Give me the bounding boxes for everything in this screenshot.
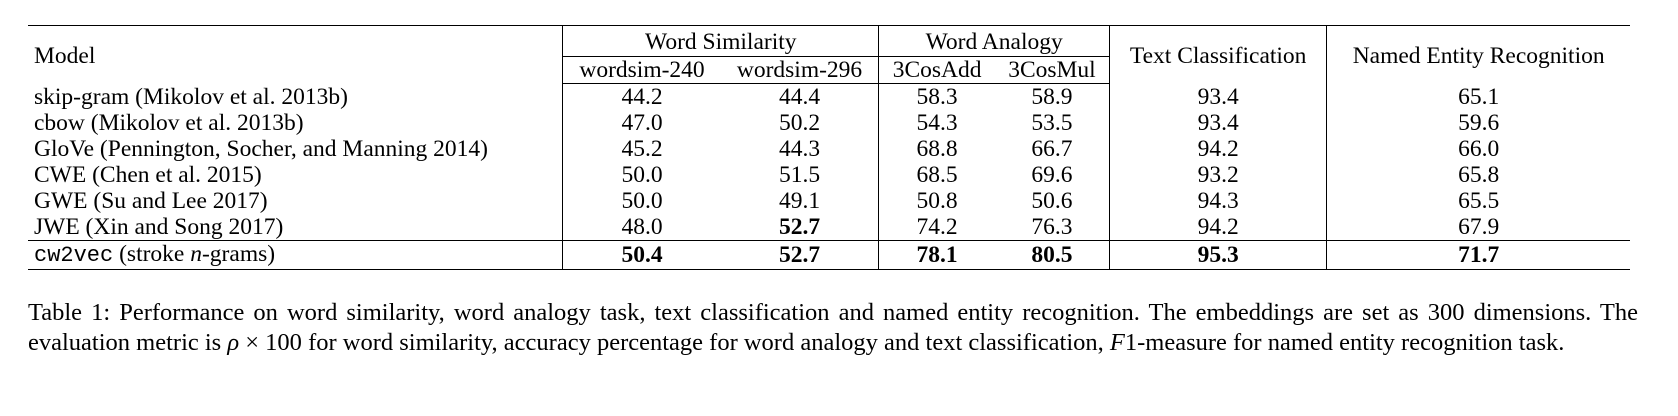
cell-ner: 71.7	[1326, 240, 1630, 270]
cell-text-classification: 94.2	[1109, 136, 1328, 162]
cell-ws240: 50.0	[621, 188, 663, 214]
cell-ws240: 48.0	[621, 214, 663, 240]
table-row: JWE (Xin and Song 2017) 48.0 52.7 74.2 7…	[28, 214, 1630, 241]
header-3cosadd: 3CosAdd	[878, 56, 995, 84]
model-desc-n: n	[190, 241, 202, 267]
results-table: Model Word Similarity Word Analogy Text …	[28, 25, 1630, 270]
cell-ws296: 52.7	[720, 240, 880, 270]
table-row: GloVe (Pennington, Socher, and Manning 2…	[28, 136, 1630, 162]
cell-3cosmul: 76.3	[994, 214, 1111, 241]
cell-ws240: 44.2	[621, 84, 663, 110]
table-row: CWE (Chen et al. 2015) 50.0 51.5 68.5 69…	[28, 162, 1630, 188]
model-code-name: cw2vec	[34, 243, 114, 268]
header-model: Model	[28, 25, 564, 84]
cell-text-classification: 93.2	[1109, 162, 1328, 188]
cell-ws240: 50.0	[621, 162, 663, 188]
table-row: skip-gram (Mikolov et al. 2013b) 44.2 44…	[28, 83, 1630, 110]
cell-ner: 59.6	[1458, 110, 1500, 136]
caption-rho: ρ	[227, 329, 240, 356]
cell-ws296: 51.5	[720, 162, 880, 188]
cell-model: GWE (Su and Lee 2017)	[28, 188, 564, 214]
cell-3cosadd: 68.5	[916, 162, 958, 188]
cell-text-classification: 95.3	[1109, 240, 1328, 270]
table-row-cw2vec: cw2vec (stroke n-grams) 50.4 52.7 78.1 8…	[28, 240, 1630, 270]
table-caption: Table 1: Performance on word similarity,…	[28, 298, 1638, 358]
caption-text-3: 1-measure for named entity recognition t…	[1124, 329, 1565, 356]
header-wordsim-296: wordsim-296	[720, 56, 880, 84]
header-wordsim-240: wordsim-240	[562, 56, 721, 84]
cell-3cosmul: 66.7	[994, 136, 1111, 162]
cell-text-classification: 93.4	[1109, 110, 1328, 136]
table-subheader-row: wordsim-240 wordsim-296 3CosAdd 3CosMul	[28, 56, 1630, 84]
cell-ws240: 45.2	[621, 136, 663, 162]
cell-ner: 67.9	[1458, 214, 1500, 240]
cell-ner: 66.0	[1458, 136, 1500, 162]
cell-3cosadd: 54.3	[916, 110, 958, 136]
caption-times: × 100	[239, 329, 302, 356]
caption-f: F	[1109, 329, 1125, 356]
cell-3cosmul: 69.6	[994, 162, 1111, 188]
cell-3cosadd: 50.8	[916, 188, 958, 214]
cell-ws240: 50.4	[562, 240, 721, 270]
cell-ws240: 47.0	[621, 110, 663, 136]
cell-3cosadd: 78.1	[878, 240, 995, 270]
header-ner: Named Entity Recognition	[1326, 25, 1630, 84]
cell-ws296: 44.4	[720, 83, 880, 110]
cell-ws296: 44.3	[720, 136, 880, 162]
cell-3cosmul: 58.9	[994, 83, 1111, 110]
caption-text-2: for word similarity, accuracy percentage…	[301, 329, 1110, 356]
table-header-row: Model Word Similarity Word Analogy Text …	[28, 25, 1630, 84]
cell-model: JWE (Xin and Song 2017)	[28, 214, 564, 241]
cell-ner: 65.1	[1458, 83, 1500, 110]
header-word-similarity: Word Similarity	[562, 25, 880, 57]
cell-text-classification: 94.2	[1109, 214, 1328, 241]
cell-3cosmul: 53.5	[994, 110, 1111, 136]
cell-model: GloVe (Pennington, Socher, and Manning 2…	[28, 136, 564, 162]
caption-text-1: Table 1: Performance on word similarity,…	[28, 299, 1638, 356]
cell-ner: 65.5	[1458, 188, 1500, 214]
header-3cosmul: 3CosMul	[994, 56, 1111, 84]
cell-text-classification: 94.3	[1109, 188, 1328, 214]
cell-3cosadd: 58.3	[916, 84, 958, 110]
cell-3cosadd: 68.8	[916, 136, 958, 162]
cell-model: cw2vec (stroke n-grams)	[28, 240, 564, 270]
header-text-classification: Text Classification	[1109, 25, 1328, 84]
cell-3cosmul: 50.6	[994, 188, 1111, 214]
model-desc-b: -grams)	[201, 241, 276, 267]
header-word-analogy: Word Analogy	[878, 25, 1111, 57]
cell-ws296: 50.2	[720, 110, 880, 136]
model-desc-a: (stroke	[113, 241, 191, 267]
cell-model: cbow (Mikolov et al. 2013b)	[28, 110, 564, 136]
table-row: cbow (Mikolov et al. 2013b) 47.0 50.2 54…	[28, 110, 1630, 136]
cell-3cosmul: 80.5	[994, 240, 1111, 270]
cell-ws296: 49.1	[720, 188, 880, 214]
table-row: GWE (Su and Lee 2017) 50.0 49.1 50.8 50.…	[28, 188, 1630, 214]
cell-model: skip-gram (Mikolov et al. 2013b)	[28, 83, 564, 110]
cell-ws296: 52.7	[720, 214, 880, 241]
cell-text-classification: 93.4	[1109, 83, 1328, 110]
cell-3cosadd: 74.2	[916, 214, 958, 240]
cell-model: CWE (Chen et al. 2015)	[28, 162, 564, 188]
cell-ner: 65.8	[1458, 162, 1500, 188]
